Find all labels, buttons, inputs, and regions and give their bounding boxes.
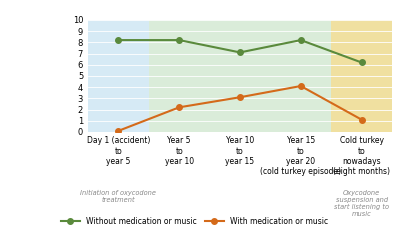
Text: Oxycodone
suspension and
start listening to
music: Oxycodone suspension and start listening… <box>334 190 389 217</box>
Legend: Without medication or music, With medication or music: Without medication or music, With medica… <box>58 214 331 229</box>
Text: Initiation of oxycodone
treatment: Initiation of oxycodone treatment <box>80 190 156 203</box>
Bar <box>88 20 149 132</box>
Bar <box>331 20 392 132</box>
Bar <box>149 20 331 132</box>
